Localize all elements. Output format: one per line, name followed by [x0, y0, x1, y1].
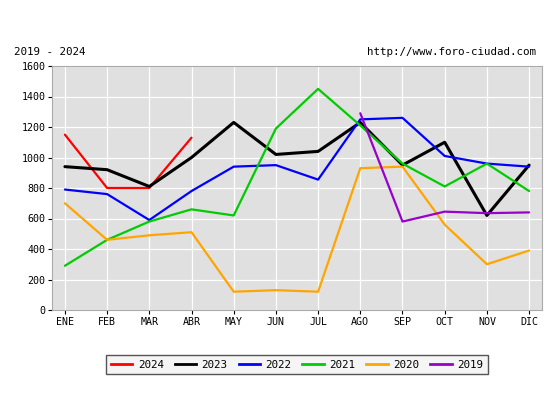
- Legend: 2024, 2023, 2022, 2021, 2020, 2019: 2024, 2023, 2022, 2021, 2020, 2019: [106, 356, 488, 374]
- Text: http://www.foro-ciudad.com: http://www.foro-ciudad.com: [367, 47, 536, 57]
- Text: Evolucion Nº Turistas Nacionales en el municipio de Helechosa de los Montes: Evolucion Nº Turistas Nacionales en el m…: [0, 14, 550, 28]
- Text: 2019 - 2024: 2019 - 2024: [14, 47, 85, 57]
